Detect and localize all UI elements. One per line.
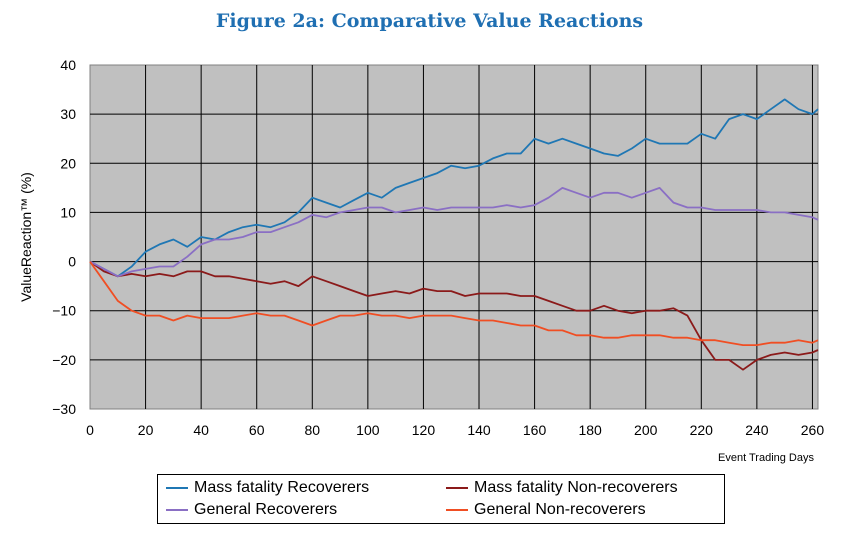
legend-label: Mass fatality Non-recoverers [474,479,678,496]
legend-swatch [446,509,468,511]
y-tick-label: 40 [60,57,76,73]
legend-label: General Non-recoverers [474,501,646,518]
series-line-mass-fatality-recoverers [89,98,819,278]
y-tick-label: 30 [60,106,76,122]
y-tick-label: 20 [60,155,76,171]
x-tick-label: 180 [578,422,602,438]
legend: Mass fatality Recoverers Mass fatality N… [157,474,725,524]
legend-swatch [166,487,188,489]
y-tick-label: −30 [52,401,76,417]
x-tick-label: 240 [745,422,769,438]
x-axis-label: Event Trading Days [718,452,814,464]
x-tick-label: 200 [634,422,658,438]
x-tick-labels: 0 20 40 60 80 100 120 140 160 180 200 220 240 260 [86,422,824,438]
series-line-general-recoverers [89,186,819,278]
x-tick-label: 0 [86,422,94,438]
y-tick-labels: 40 30 20 10 0 −10 −20 −30 [52,57,76,417]
y-tick-label: 10 [60,204,76,220]
x-tick-label: 40 [193,422,209,438]
x-tick-label: 220 [690,422,714,438]
series-line-mass-fatality-non-recoverers [89,260,819,371]
x-tick-label: 60 [249,422,265,438]
grid-lines [90,65,818,409]
legend-label: Mass fatality Recoverers [194,479,370,496]
legend-swatch [166,509,188,511]
plot-area [89,64,819,410]
legend-swatch [446,487,468,489]
y-tick-label: −10 [52,303,76,319]
x-tick-label: 100 [356,422,380,438]
x-tick-label: 80 [305,422,321,438]
x-tick-label: 160 [523,422,547,438]
series-line-general-non-recoverers [89,261,819,347]
x-tick-label: 120 [412,422,436,438]
x-tick-label: 20 [138,422,154,438]
x-tick-label: 260 [801,422,825,438]
y-axis-label: ValueReaction™ (%) [18,172,34,302]
legend-label: General Recoverers [194,501,338,518]
y-tick-label: −20 [52,352,76,368]
series-lines [89,98,819,371]
x-tick-label: 140 [467,422,491,438]
chart-title: Figure 2a: Comparative Value Reactions [215,10,644,32]
y-tick-label: 0 [68,254,76,270]
